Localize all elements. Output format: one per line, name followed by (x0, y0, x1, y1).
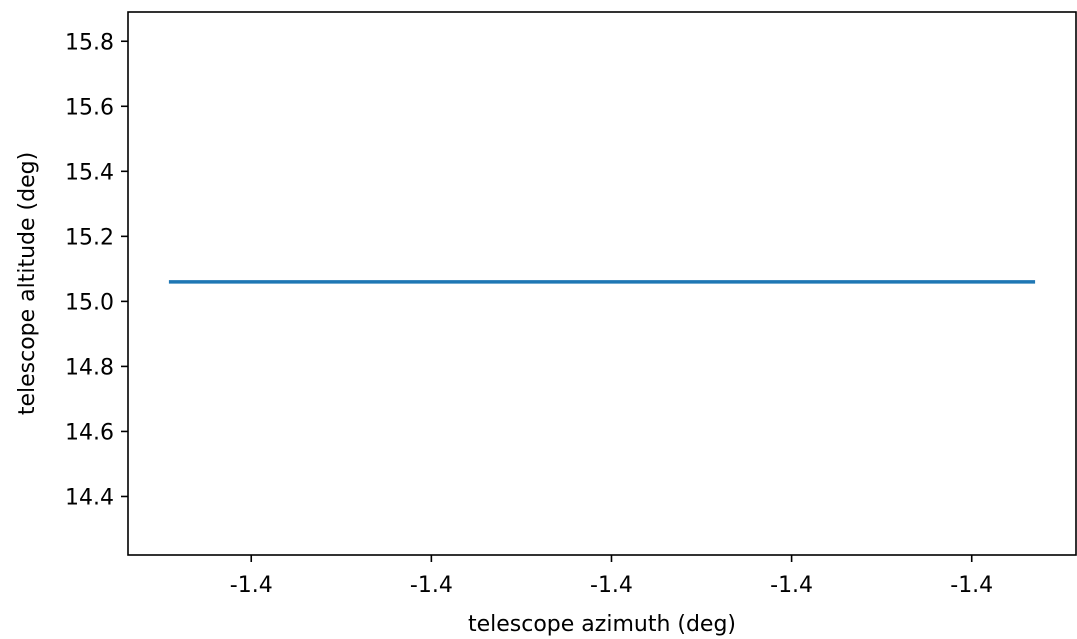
x-tick-label: -1.4 (590, 573, 633, 598)
x-tick-label: -1.4 (410, 573, 453, 598)
y-tick-label: 14.8 (65, 355, 114, 380)
y-tick-label: 15.4 (65, 160, 114, 185)
y-axis-label: telescope altitude (deg) (15, 152, 40, 415)
y-tick-label: 15.0 (65, 290, 114, 315)
x-ticks: -1.4 -1.4 -1.4 -1.4 -1.4 (230, 555, 993, 598)
y-tick-label: 14.6 (65, 420, 114, 445)
x-tick-label: -1.4 (770, 573, 813, 598)
y-tick-label: 15.8 (65, 30, 114, 55)
x-axis-label: telescope azimuth (deg) (468, 612, 736, 637)
x-tick-label: -1.4 (950, 573, 993, 598)
y-ticks: 14.4 14.6 14.8 15.0 15.2 15.4 15.6 15.8 (65, 30, 128, 510)
y-tick-label: 15.6 (65, 95, 114, 120)
x-tick-label: -1.4 (230, 573, 273, 598)
plot-frame (127, 11, 1077, 556)
y-tick-label: 15.2 (65, 225, 114, 250)
y-tick-label: 14.4 (65, 485, 114, 510)
